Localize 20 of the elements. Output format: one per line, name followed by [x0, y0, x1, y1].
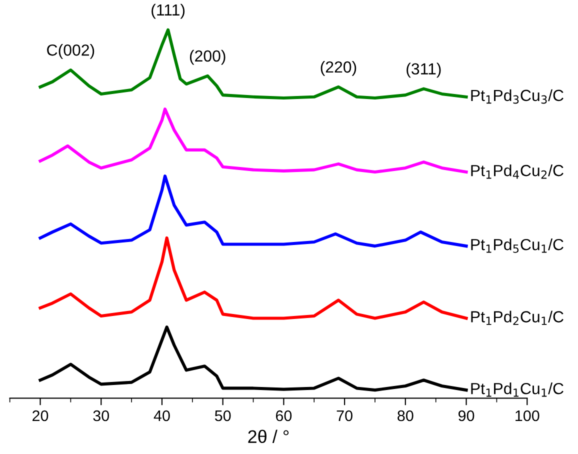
series-label: Pt$_{1}$Pd$_{2}$Cu$_{1}$/C — [471, 310, 564, 325]
annotation: C(002) — [47, 44, 94, 59]
x-tick-label: 90 — [458, 410, 474, 422]
annotation: (311) — [406, 62, 441, 78]
series-label: Pt$_{1}$Pd$_{5}$Cu$_{1}$/C — [471, 238, 564, 253]
x-tick-label: 30 — [93, 410, 110, 422]
series-label: Pt$_{1}$Pd$_{1}$Cu$_{1}$/C — [471, 382, 564, 397]
x-tick-label: 50 — [214, 410, 231, 422]
x-tick-label: 100 — [516, 410, 540, 422]
x-tick-label: 20 — [32, 410, 48, 422]
annotation: (200) — [190, 50, 226, 65]
x-tick-label: 80 — [398, 410, 414, 422]
x-tick-label: 70 — [336, 410, 352, 422]
series-label: Pt$_{1}$Pd$_{3}$Cu$_{3}$/C — [471, 89, 564, 104]
x-tick-label: 40 — [154, 410, 170, 422]
annotation: (111) — [152, 4, 185, 19]
series-label: Pt$_{1}$Pd$_{4}$Cu$_{2}$/C — [471, 164, 564, 179]
x-axis-title: 2θ / ° — [248, 430, 289, 444]
annotation: (220) — [320, 60, 356, 76]
x-tick-label: 60 — [276, 410, 292, 422]
